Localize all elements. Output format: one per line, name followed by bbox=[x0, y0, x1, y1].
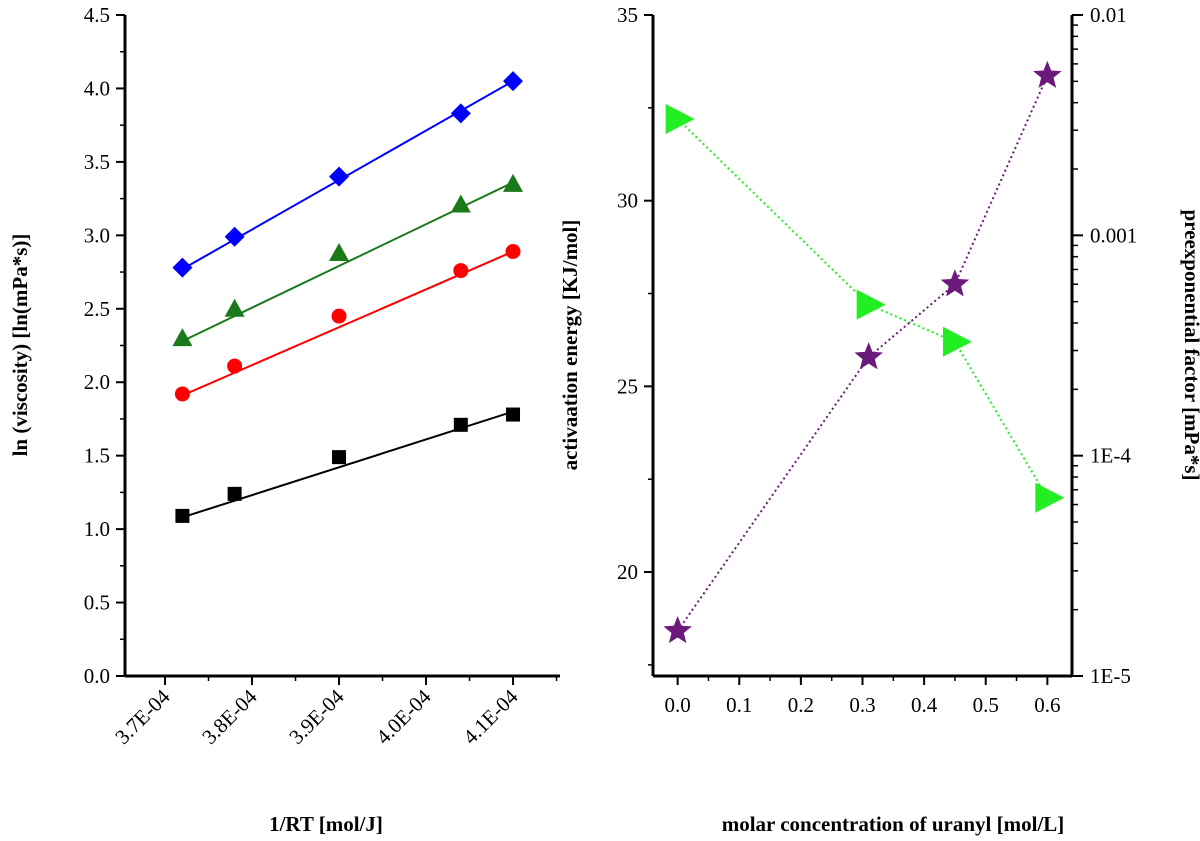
y-tick-label: 3.5 bbox=[84, 150, 110, 174]
x-tick-label: 0.2 bbox=[788, 693, 814, 717]
y-tick-label: 1.5 bbox=[84, 444, 110, 468]
circle-point bbox=[227, 358, 243, 374]
circle-point bbox=[505, 243, 521, 259]
square-point bbox=[175, 508, 190, 523]
right-triangle-point bbox=[665, 103, 695, 134]
chart2-ylabel: activaation energy [KJ/mol] bbox=[558, 220, 582, 471]
right-triangle-point bbox=[1035, 482, 1065, 513]
y-tick-label: 4.0 bbox=[84, 76, 110, 100]
chart2-xlabel: molar concentration of uranyl [mol/L] bbox=[722, 812, 1065, 836]
y-tick-label: 0.0 bbox=[84, 664, 110, 688]
y-tick-label: 4.5 bbox=[84, 3, 110, 27]
x-tick-label: 0.5 bbox=[973, 693, 999, 717]
y2-tick-label: 1E-4 bbox=[1090, 444, 1131, 468]
triangle-point bbox=[172, 328, 193, 347]
x-tick-label: 3.9E-04 bbox=[284, 684, 349, 749]
triangle-point bbox=[224, 298, 245, 317]
circle-point bbox=[174, 386, 190, 402]
diamond-point bbox=[224, 226, 245, 247]
chart1-xlabel: 1/RT [mol/J] bbox=[269, 812, 383, 836]
square-point bbox=[453, 417, 468, 432]
y2-tick-label: 0.01 bbox=[1090, 3, 1127, 27]
diamond-point bbox=[329, 166, 350, 187]
y-tick-label: 2.0 bbox=[84, 370, 110, 394]
y-tick-label: 35 bbox=[617, 3, 638, 27]
y-tick-label: 3.0 bbox=[84, 223, 110, 247]
x-tick-label: 3.8E-04 bbox=[197, 684, 262, 749]
star-point bbox=[1033, 60, 1062, 88]
series-dotted-line bbox=[676, 118, 1049, 499]
chart-activation: 20 25 30 35 0.0 0.1 0.2 0.3 0.4 0.5 0.6 1E-5 1E-4 0.0… bbox=[558, 3, 1200, 836]
chart-viscosity: 0.0 0.5 1.0 1.5 2.0 2.5 3.0 3.5 4.0 4.5 3.7E-04 3.8… bbox=[8, 3, 560, 836]
x-tick-label: 0.6 bbox=[1034, 693, 1060, 717]
series-dotted-line bbox=[676, 75, 1049, 632]
square-point bbox=[227, 486, 242, 501]
y-tick-label: 1.0 bbox=[84, 517, 110, 541]
x-tick-label: 0.4 bbox=[911, 693, 938, 717]
y2-tick-label: 0.001 bbox=[1090, 223, 1137, 247]
y-tick-label: 25 bbox=[617, 374, 638, 398]
triangle-point bbox=[329, 242, 350, 261]
x-tick-label: 0.0 bbox=[665, 693, 691, 717]
triangle-point bbox=[503, 173, 524, 192]
right-triangle-point bbox=[942, 326, 972, 357]
y-tick-label: 20 bbox=[617, 560, 638, 584]
x-tick-label: 3.7E-04 bbox=[110, 684, 175, 749]
diamond-point bbox=[450, 103, 471, 124]
x-tick-label: 4.0E-04 bbox=[371, 684, 436, 749]
circle-point bbox=[453, 263, 469, 279]
x-tick-label: 0.1 bbox=[726, 693, 752, 717]
x-tick-label: 0.3 bbox=[849, 693, 875, 717]
y2-tick-label: 1E-5 bbox=[1090, 664, 1131, 688]
square-point bbox=[332, 450, 347, 465]
triangle-point bbox=[450, 194, 471, 213]
star-point bbox=[940, 269, 970, 297]
chart2-y2label: preexponential factor [mPa*s] bbox=[1180, 209, 1200, 480]
y-tick-label: 30 bbox=[617, 189, 638, 213]
y-tick-label: 2.5 bbox=[84, 297, 110, 321]
star-point bbox=[854, 342, 883, 370]
star-point bbox=[663, 616, 692, 644]
y-tick-label: 0.5 bbox=[84, 591, 110, 615]
diamond-point bbox=[503, 71, 524, 92]
right-triangle-point bbox=[856, 289, 886, 320]
chart1-ylabel: ln (viscosity) [ln(mPa*s)] bbox=[8, 234, 32, 457]
square-point bbox=[506, 407, 521, 422]
x-tick-label: 4.1E-04 bbox=[458, 684, 523, 749]
circle-point bbox=[331, 308, 347, 324]
diamond-point bbox=[172, 257, 193, 278]
